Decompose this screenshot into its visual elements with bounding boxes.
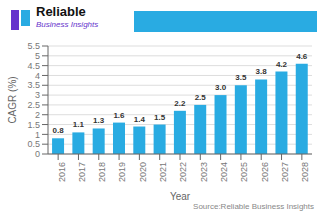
svg-text:1.5: 1.5 <box>154 113 166 122</box>
svg-text:2021: 2021 <box>158 162 168 182</box>
svg-text:CAGR (%): CAGR (%) <box>8 76 18 123</box>
svg-text:1.1: 1.1 <box>73 120 85 129</box>
svg-text:1.5: 1.5 <box>27 120 40 130</box>
svg-text:1.3: 1.3 <box>93 116 105 125</box>
svg-text:5.5: 5.5 <box>27 41 40 51</box>
svg-text:2019: 2019 <box>117 162 127 182</box>
svg-text:0.8: 0.8 <box>52 126 64 135</box>
svg-text:2.5: 2.5 <box>195 93 207 102</box>
svg-text:2020: 2020 <box>138 162 148 182</box>
svg-text:2017: 2017 <box>77 162 87 182</box>
svg-text:2018: 2018 <box>97 162 107 182</box>
svg-text:1: 1 <box>35 130 40 140</box>
svg-text:3: 3 <box>35 90 40 100</box>
svg-text:2025: 2025 <box>239 162 249 182</box>
svg-text:0.5: 0.5 <box>27 139 40 149</box>
html-text:Reliable: Reliable <box>36 4 86 19</box>
svg-text:3.0: 3.0 <box>215 83 227 92</box>
svg-text:0: 0 <box>35 149 40 159</box>
svg-text:3.5: 3.5 <box>235 73 247 82</box>
svg-text:5: 5 <box>35 51 40 61</box>
svg-text:2028: 2028 <box>300 162 310 182</box>
svg-text:4: 4 <box>35 71 40 81</box>
svg-text:Year: Year <box>170 191 191 200</box>
svg-text:4.2: 4.2 <box>276 60 288 69</box>
svg-text:3.5: 3.5 <box>27 80 40 90</box>
svg-text:4.6: 4.6 <box>296 52 308 61</box>
svg-text:2.2: 2.2 <box>174 99 186 108</box>
svg-text:3.8: 3.8 <box>256 67 268 76</box>
svg-text:2023: 2023 <box>199 162 209 182</box>
svg-text:2022: 2022 <box>178 162 188 182</box>
svg-text:2024: 2024 <box>219 162 229 182</box>
svg-text:2: 2 <box>35 110 40 120</box>
svg-text:2016: 2016 <box>57 162 67 182</box>
html-text:Business Insights: Business Insights <box>36 20 99 29</box>
svg-text:2.5: 2.5 <box>27 100 40 110</box>
html-text:Source:Reliable Business Insig: Source:Reliable Business Insights <box>193 202 314 211</box>
svg-text:4.5: 4.5 <box>27 61 40 71</box>
svg-text:2026: 2026 <box>260 162 270 182</box>
svg-text:1.4: 1.4 <box>134 115 146 124</box>
svg-text:2027: 2027 <box>280 162 290 182</box>
svg-text:1.6: 1.6 <box>113 111 125 120</box>
